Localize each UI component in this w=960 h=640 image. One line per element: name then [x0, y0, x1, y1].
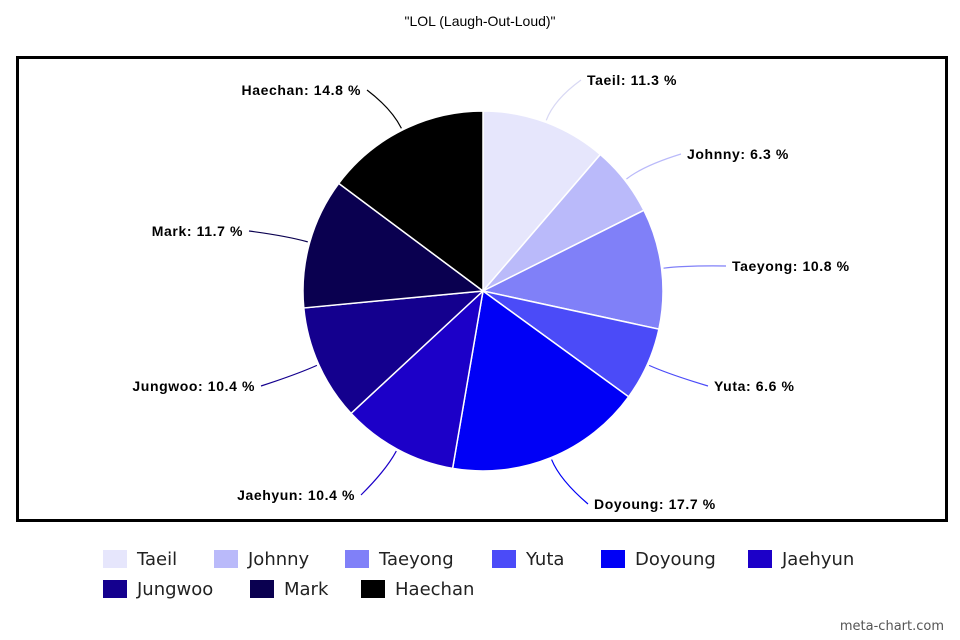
slice-label-taeyong: Taeyong: 10.8 % [732, 258, 850, 274]
pie-slice-taeyong [480, 209, 664, 331]
slice-label-jaehyun: Jaehyun: 10.4 % [237, 487, 355, 503]
leader-line-taeyong [663, 265, 727, 269]
legend-item-jaehyun: Jaehyun [748, 548, 854, 570]
pie-slice-jungwoo [302, 290, 486, 415]
legend-swatch [492, 550, 516, 568]
legend-swatch [250, 580, 274, 598]
legend-label: Yuta [526, 548, 565, 570]
pie-chart: Taeil: 11.3 % Johnny: 6.3 % Taeyong: 10.8 … [132, 72, 850, 512]
leader-line-haechan [366, 89, 402, 129]
slice-label-doyoung: Doyoung: 17.7 % [594, 496, 716, 512]
legend-swatch [103, 580, 127, 598]
slice-label-haechan: Haechan: 14.8 % [242, 82, 362, 98]
leader-line-jaehyun [360, 450, 397, 496]
pie-slice-mark [302, 182, 486, 309]
legend-label: Haechan [395, 578, 475, 600]
legend-item-jungwoo: Jungwoo [103, 578, 213, 600]
legend-label: Jaehyun [782, 548, 855, 570]
slice-label-mark: Mark: 11.7 % [152, 223, 243, 239]
legend-swatch [214, 550, 238, 568]
legend-swatch [361, 580, 385, 598]
legend-swatch [601, 550, 625, 568]
leader-line-mark [248, 230, 308, 243]
legend-swatch [345, 550, 369, 568]
slice-label-jungwoo: Jungwoo: 10.4 % [132, 378, 255, 394]
slice-label-yuta: Yuta: 6.6 % [714, 378, 795, 394]
pie-slice-doyoung [451, 289, 630, 472]
leader-line-taeil [545, 79, 582, 121]
legend-item-yuta: Yuta [492, 548, 564, 570]
legend-swatch [748, 550, 772, 568]
legend-item-haechan: Haechan [361, 578, 474, 600]
slice-label-taeil: Taeil: 11.3 % [587, 72, 677, 88]
leader-line-yuta [648, 364, 709, 387]
leader-line-jungwoo [260, 364, 318, 387]
watermark: meta-chart.com [839, 619, 944, 634]
pie-slice-haechan [337, 110, 484, 293]
slice-label-johnny: Johnny: 6.3 % [687, 146, 789, 162]
leader-line-doyoung [551, 459, 589, 505]
legend-label: Jungwoo [137, 578, 214, 600]
legend-label: Taeyong [379, 548, 454, 570]
legend-item-johnny: Johnny [214, 548, 309, 570]
legend-label: Mark [284, 578, 329, 600]
leader-line-johnny [626, 153, 682, 180]
chart-title: "LOL (Laugh-Out-Loud)" [404, 13, 556, 29]
legend-item-taeyong: Taeyong [345, 548, 454, 570]
legend-swatch [103, 550, 127, 568]
legend-item-taeil: Taeil [103, 548, 177, 570]
legend-item-doyoung: Doyoung [601, 548, 716, 570]
legend-item-mark: Mark [250, 578, 328, 600]
pie-slice-jaehyun [349, 288, 485, 470]
legend-label: Taeil [137, 548, 178, 570]
legend-label: Doyoung [635, 548, 716, 570]
pie-slice-taeil [482, 110, 602, 294]
legend-label: Johnny [248, 548, 310, 570]
plot-area: Taeil: 11.3 % Johnny: 6.3 % Taeyong: 10.8 … [16, 56, 948, 522]
